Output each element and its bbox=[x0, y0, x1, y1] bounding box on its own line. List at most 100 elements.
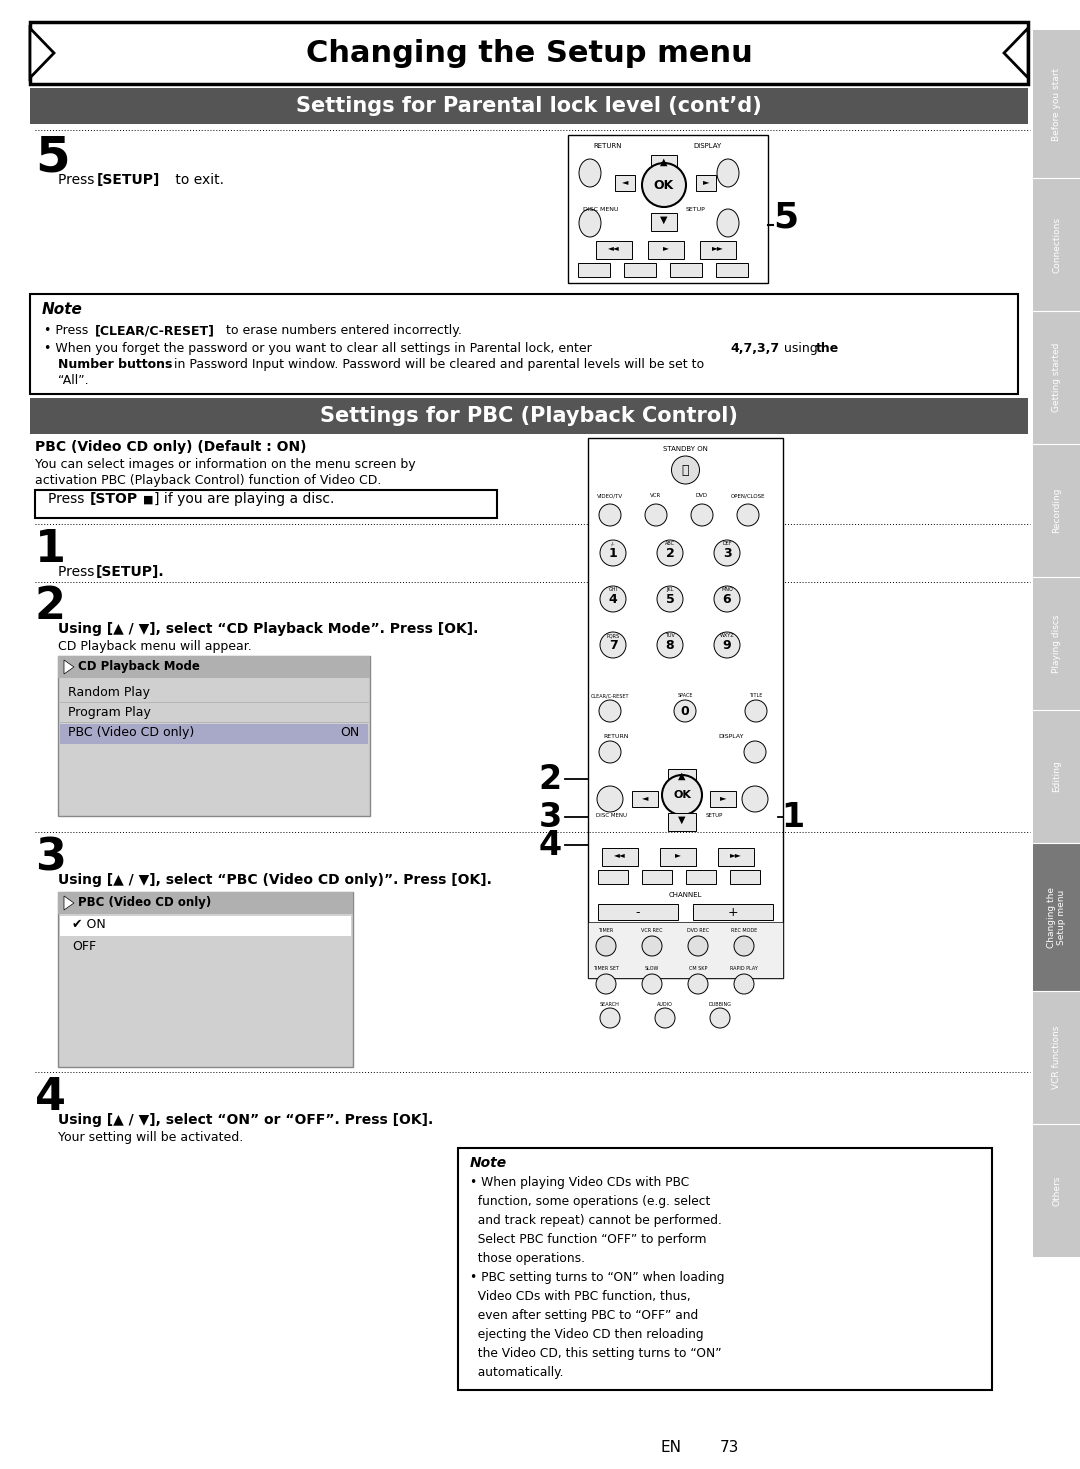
Text: +: + bbox=[728, 906, 739, 920]
Circle shape bbox=[714, 541, 740, 566]
Text: to erase numbers entered incorrectly.: to erase numbers entered incorrectly. bbox=[222, 325, 462, 336]
Bar bbox=[710, 790, 735, 806]
Circle shape bbox=[642, 163, 686, 207]
Text: VCR REC: VCR REC bbox=[642, 928, 663, 933]
Bar bbox=[602, 848, 638, 867]
Circle shape bbox=[600, 632, 626, 658]
Text: ►: ► bbox=[675, 851, 680, 859]
Circle shape bbox=[657, 632, 683, 658]
Text: ▼: ▼ bbox=[678, 815, 686, 826]
Circle shape bbox=[654, 1008, 675, 1028]
Text: CM SKP: CM SKP bbox=[689, 967, 707, 971]
Text: DISPLAY: DISPLAY bbox=[693, 142, 721, 148]
Circle shape bbox=[600, 541, 626, 566]
Text: 5: 5 bbox=[665, 592, 674, 605]
Bar bbox=[1032, 577, 1080, 710]
Circle shape bbox=[657, 586, 683, 613]
Circle shape bbox=[599, 504, 621, 526]
Bar bbox=[58, 657, 370, 679]
Circle shape bbox=[600, 1008, 620, 1028]
Text: Changing the Setup menu: Changing the Setup menu bbox=[306, 38, 753, 68]
Text: SEARCH: SEARCH bbox=[600, 1002, 620, 1008]
Text: SPACE: SPACE bbox=[677, 693, 692, 698]
Circle shape bbox=[597, 786, 623, 812]
Text: activation PBC (Playback Control) function of Video CD.: activation PBC (Playback Control) functi… bbox=[35, 474, 381, 488]
Circle shape bbox=[674, 701, 696, 721]
Text: Recording: Recording bbox=[1052, 488, 1061, 533]
Text: AUDIO: AUDIO bbox=[657, 1002, 673, 1008]
Text: Changing the
Setup menu: Changing the Setup menu bbox=[1047, 886, 1066, 948]
Text: 4: 4 bbox=[35, 1075, 66, 1119]
Bar bbox=[1032, 29, 1080, 178]
Bar bbox=[615, 175, 635, 191]
Bar bbox=[669, 812, 696, 831]
Ellipse shape bbox=[717, 209, 739, 237]
Text: 7: 7 bbox=[609, 639, 618, 651]
Bar bbox=[30, 398, 1028, 433]
Bar bbox=[716, 263, 748, 278]
Text: REC MODE: REC MODE bbox=[731, 928, 757, 933]
Text: using: using bbox=[780, 342, 822, 355]
Text: Playing discs: Playing discs bbox=[1052, 614, 1061, 673]
Circle shape bbox=[737, 504, 759, 526]
Polygon shape bbox=[64, 896, 75, 909]
Bar bbox=[660, 848, 696, 867]
Bar bbox=[669, 768, 696, 787]
Circle shape bbox=[596, 936, 616, 956]
Text: 5: 5 bbox=[35, 134, 70, 181]
Text: Press: Press bbox=[48, 492, 89, 505]
Bar bbox=[670, 263, 702, 278]
Text: ►►: ►► bbox=[730, 851, 742, 859]
Text: CLEAR/C-RESET: CLEAR/C-RESET bbox=[591, 693, 630, 698]
Circle shape bbox=[688, 936, 708, 956]
Text: DUBBING: DUBBING bbox=[708, 1002, 731, 1008]
Text: to exit.: to exit. bbox=[171, 173, 224, 187]
Text: [SETUP].: [SETUP]. bbox=[96, 566, 164, 579]
Text: • When you forget the password or you want to clear all settings in Parental loc: • When you forget the password or you wa… bbox=[44, 342, 596, 355]
Text: ejecting the Video CD then reloading: ejecting the Video CD then reloading bbox=[470, 1328, 704, 1341]
Text: ◄◄: ◄◄ bbox=[615, 851, 626, 859]
Bar bbox=[588, 438, 783, 978]
Text: • When playing Video CDs with PBC: • When playing Video CDs with PBC bbox=[470, 1177, 689, 1188]
Bar bbox=[598, 870, 627, 884]
Text: PBC (Video CD only): PBC (Video CD only) bbox=[68, 726, 194, 739]
Text: DVD: DVD bbox=[696, 494, 708, 498]
Text: ✔ ON: ✔ ON bbox=[72, 918, 106, 931]
Bar bbox=[718, 848, 754, 867]
Text: • PBC setting turns to “ON” when loading: • PBC setting turns to “ON” when loading bbox=[470, 1271, 725, 1284]
Text: ►: ► bbox=[663, 242, 669, 253]
Circle shape bbox=[662, 776, 702, 815]
Text: “All”.: “All”. bbox=[58, 375, 89, 386]
Circle shape bbox=[734, 936, 754, 956]
Text: 3: 3 bbox=[723, 546, 731, 560]
Bar bbox=[30, 88, 1028, 123]
Text: ◄: ◄ bbox=[622, 176, 629, 187]
Text: ►►: ►► bbox=[712, 242, 724, 253]
Bar bbox=[1032, 843, 1080, 992]
Text: • Press: • Press bbox=[44, 325, 92, 336]
Text: OFF: OFF bbox=[72, 940, 96, 953]
Circle shape bbox=[710, 1008, 730, 1028]
Ellipse shape bbox=[579, 159, 600, 187]
Text: TIMER: TIMER bbox=[598, 928, 613, 933]
Bar bbox=[35, 491, 497, 519]
Text: DVD REC: DVD REC bbox=[687, 928, 710, 933]
Circle shape bbox=[672, 455, 700, 483]
Text: Random Play: Random Play bbox=[68, 686, 150, 699]
Text: automatically.: automatically. bbox=[470, 1366, 564, 1379]
Text: SETUP: SETUP bbox=[706, 812, 724, 818]
Text: JKL: JKL bbox=[666, 588, 674, 592]
Bar bbox=[58, 892, 353, 914]
Text: ►: ► bbox=[719, 793, 726, 802]
Text: Settings for Parental lock level (cont’d): Settings for Parental lock level (cont’d… bbox=[296, 95, 761, 116]
Bar bbox=[651, 156, 677, 173]
Text: even after setting PBC to “OFF” and: even after setting PBC to “OFF” and bbox=[470, 1309, 699, 1322]
Text: ABC: ABC bbox=[665, 541, 675, 546]
Circle shape bbox=[599, 701, 621, 721]
Circle shape bbox=[688, 974, 708, 995]
Bar bbox=[1032, 178, 1080, 311]
Circle shape bbox=[745, 701, 767, 721]
Text: PBC (Video CD only): PBC (Video CD only) bbox=[78, 896, 212, 909]
Text: Using [▲ / ▼], select “PBC (Video CD only)”. Press [OK].: Using [▲ / ▼], select “PBC (Video CD onl… bbox=[58, 873, 491, 887]
Circle shape bbox=[596, 974, 616, 995]
